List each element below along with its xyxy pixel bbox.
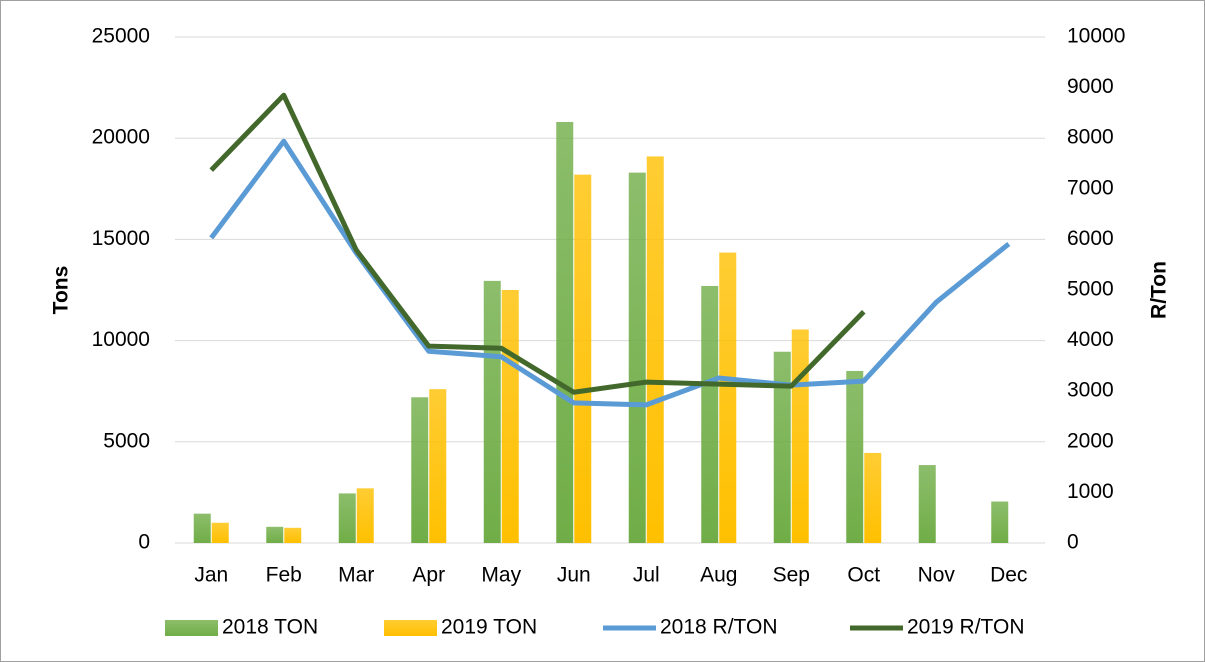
y-tick-label: 5000: [103, 429, 150, 452]
legend-label: 2018 TON: [222, 616, 318, 639]
legend-label: 2019 R/TON: [907, 616, 1025, 639]
bar: [574, 174, 592, 543]
bar: [284, 527, 302, 543]
x-tick-label: Nov: [918, 564, 956, 587]
line: [209, 138, 1011, 408]
bar: [501, 290, 519, 543]
bar: [791, 329, 809, 543]
bar: [991, 501, 1009, 543]
line: [209, 92, 866, 395]
x-tick-label: Sep: [773, 564, 810, 587]
y-tick-label: 25000: [92, 25, 150, 48]
y2-tick-label: 0: [1067, 531, 1079, 554]
y2-tick-label: 8000: [1067, 126, 1114, 149]
x-tick-label: Oct: [847, 564, 880, 587]
y-axis-title: Tons: [50, 266, 73, 315]
bar: [918, 465, 936, 543]
bar: [483, 280, 501, 543]
y-tick-label: 20000: [92, 126, 150, 149]
y2-tick-label: 2000: [1067, 429, 1114, 452]
y-tick-label: 15000: [92, 227, 150, 250]
x-tick-label: Apr: [412, 564, 445, 587]
bar: [211, 522, 229, 543]
y2-tick-label: 7000: [1067, 176, 1114, 199]
bar: [701, 285, 719, 543]
legend-swatch: [165, 620, 218, 636]
bar: [429, 389, 447, 543]
x-tick-label: Jan: [194, 564, 228, 587]
y2-tick-label: 6000: [1067, 227, 1114, 250]
x-tick-label: Dec: [990, 564, 1027, 587]
y2-tick-label: 3000: [1067, 379, 1114, 402]
bar: [356, 488, 374, 543]
x-tick-label: Jul: [633, 564, 660, 587]
legend-label: 2018 R/TON: [660, 616, 778, 639]
y2-tick-label: 5000: [1067, 278, 1114, 301]
legend-label: 2019 TON: [441, 616, 537, 639]
y2-tick-label: 10000: [1067, 25, 1125, 48]
x-tick-label: Jun: [557, 564, 591, 587]
y-tick-label: 10000: [92, 328, 150, 351]
y2-tick-label: 1000: [1067, 480, 1114, 503]
y2-tick-label: 4000: [1067, 328, 1114, 351]
x-tick-label: Mar: [338, 564, 374, 587]
bar: [266, 526, 284, 543]
bar: [646, 156, 664, 543]
legend-swatch: [384, 620, 437, 636]
x-tick-label: Feb: [266, 564, 302, 587]
bar: [338, 493, 356, 543]
bar: [628, 172, 646, 543]
bar: [411, 397, 429, 543]
y2-axis-title: R/Ton: [1148, 261, 1171, 319]
bar: [556, 122, 574, 544]
bar: [773, 351, 791, 543]
x-tick-label: Aug: [700, 564, 737, 587]
y2-tick-label: 9000: [1067, 75, 1114, 98]
y-tick-label: 0: [138, 531, 150, 554]
bar: [846, 370, 864, 543]
x-tick-label: May: [481, 564, 521, 587]
bar: [864, 452, 882, 543]
bar: [193, 513, 211, 543]
bar: [719, 252, 737, 543]
